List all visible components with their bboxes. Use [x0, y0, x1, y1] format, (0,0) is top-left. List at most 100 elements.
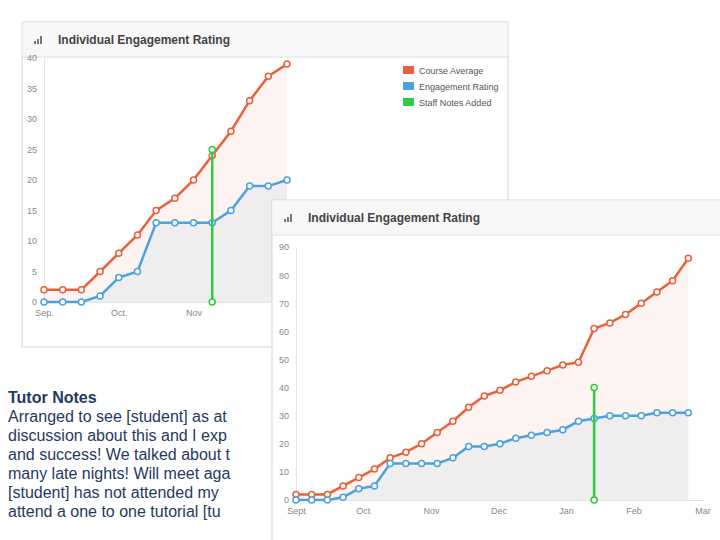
series-point [356, 475, 362, 481]
legend-label: Course Average [419, 66, 483, 76]
series-point [293, 497, 299, 503]
y-tick: 10 [279, 467, 296, 477]
y-tick: 50 [279, 355, 296, 365]
legend-swatch [403, 82, 414, 90]
series-point [371, 483, 377, 489]
notes-line: many late nights! Will meet aga [8, 465, 230, 482]
notes-title: Tutor Notes [8, 389, 97, 406]
plot-background [44, 58, 287, 302]
header-separator [22, 57, 508, 58]
series-point [466, 444, 472, 450]
title-icon [34, 41, 36, 44]
series-point [265, 183, 271, 189]
series-point [191, 177, 197, 183]
x-tick-label: Jan [559, 506, 574, 516]
series-point [284, 61, 290, 67]
series-point [638, 300, 644, 306]
x-tick-label: Sep. [35, 308, 54, 318]
stem-line [593, 388, 596, 500]
series-point [265, 73, 271, 79]
y-tick: 70 [279, 299, 296, 309]
series-point [623, 311, 629, 317]
series-point [575, 418, 581, 424]
series-point [97, 293, 103, 299]
y-tick-label: 15 [27, 206, 37, 216]
series-point [466, 404, 472, 410]
notes-line: Arranged to see [student] as at [8, 408, 227, 425]
series-point [153, 220, 159, 226]
series-point [419, 460, 425, 466]
notes-line: and success! We talked about t [8, 446, 231, 463]
axis-line [297, 500, 705, 501]
notes-line: discussion about this and I exp [8, 427, 227, 444]
stem-point [591, 497, 597, 503]
series-point [356, 486, 362, 492]
plot-marks [41, 61, 290, 305]
series-point [78, 287, 84, 293]
y-tick: 30 [27, 114, 44, 124]
series-point [670, 278, 676, 284]
series-point [481, 444, 487, 450]
y-tick: 40 [279, 383, 296, 393]
series-point [654, 289, 660, 295]
y-tick-label: 5 [32, 267, 37, 277]
x-tick: Nov [186, 302, 203, 318]
series-point [247, 183, 253, 189]
y-tick-label: 20 [279, 439, 289, 449]
series-point [638, 413, 644, 419]
y-tick-label: 80 [279, 270, 289, 280]
series-point [513, 379, 519, 385]
y-axis: 0102030405060708090 [279, 242, 297, 505]
x-tick: Dec [491, 500, 508, 516]
x-tick-label: Mar [695, 506, 711, 516]
series-point [450, 455, 456, 461]
series-point [403, 460, 409, 466]
y-tick-label: 50 [279, 355, 289, 365]
x-tick-label: Oct. [111, 308, 128, 318]
series-point [172, 195, 178, 201]
stem-point [209, 147, 215, 153]
y-tick: 20 [27, 175, 44, 185]
y-tick-label: 20 [27, 175, 37, 185]
x-tick: Feb [626, 500, 642, 516]
x-axis: SeptOctNovDecJanFebMar [287, 500, 710, 516]
stem-point [591, 385, 597, 391]
y-tick: 15 [27, 206, 44, 216]
title-icon [40, 36, 42, 44]
series-point [41, 287, 47, 293]
series-area [44, 64, 287, 302]
series-point [528, 373, 534, 379]
y-tick-label: 70 [279, 299, 289, 309]
axis-line [296, 248, 297, 501]
legend: Course AverageEngagement RatingStaff Not… [403, 66, 499, 108]
y-tick-label: 90 [279, 242, 289, 252]
series-point [560, 427, 566, 433]
y-tick: 10 [27, 236, 44, 246]
series-point [497, 387, 503, 393]
chart-title: Individual Engagement Rating [308, 211, 480, 225]
x-axis: Sep. Oct. Nov [35, 302, 287, 318]
series-point [654, 410, 660, 416]
series-point [481, 393, 487, 399]
y-tick-label: 30 [279, 411, 289, 421]
series-point [284, 177, 290, 183]
legend-label: Engagement Rating [419, 82, 499, 92]
y-tick: 5 [32, 267, 44, 277]
series-point [41, 299, 47, 305]
chart: Individual Engagement Rating010203040506… [272, 200, 720, 540]
series-point [685, 255, 691, 261]
series-point [134, 232, 140, 238]
series-point [607, 413, 613, 419]
x-tick-label: Nov [186, 308, 203, 318]
series-line [44, 180, 287, 302]
series-point [560, 362, 566, 368]
series-point [575, 359, 581, 365]
y-tick-label: 60 [279, 327, 289, 337]
series-area [296, 258, 688, 500]
series-point [340, 494, 346, 500]
y-tick: 25 [27, 145, 44, 155]
series-point [78, 299, 84, 305]
x-tick-label: Sept [287, 506, 306, 516]
series-point [228, 128, 234, 134]
y-tick-label: 40 [279, 383, 289, 393]
